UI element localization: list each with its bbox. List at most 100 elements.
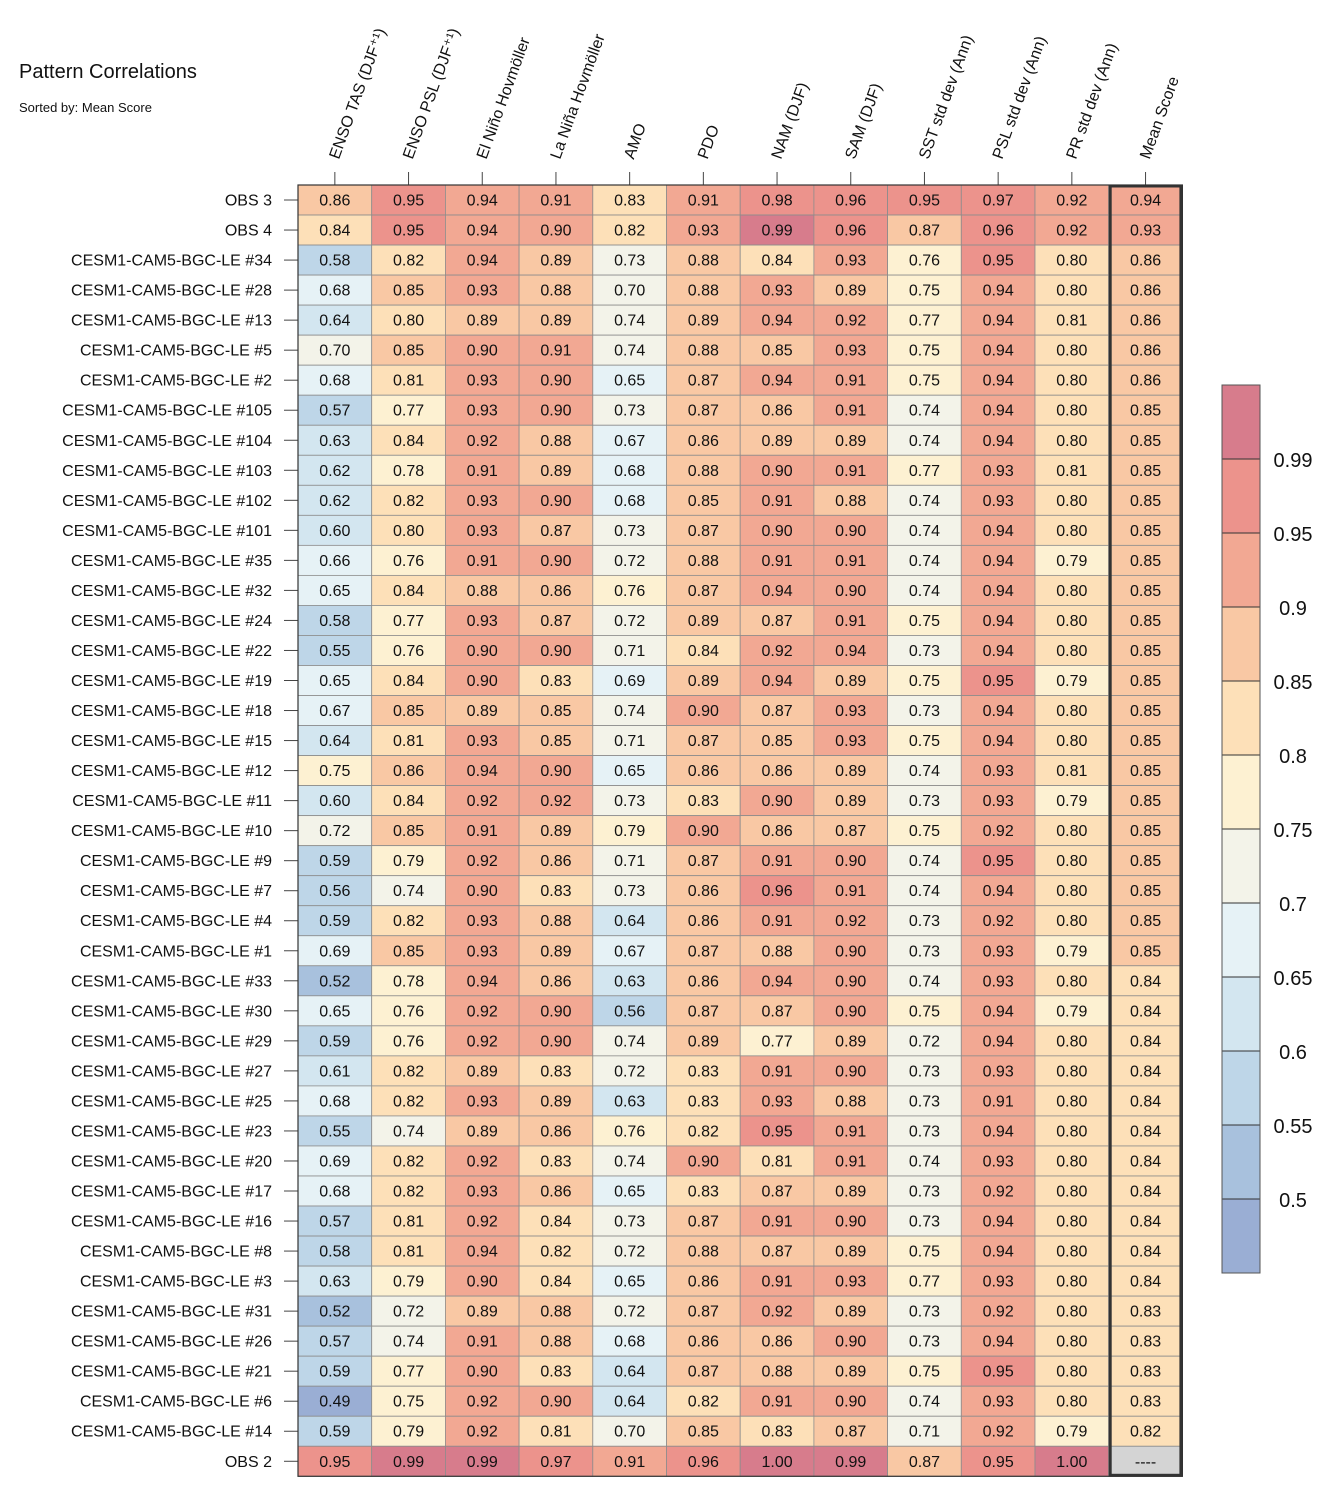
cell-value: 0.65	[614, 1274, 645, 1291]
cell-value: 0.92	[467, 1033, 498, 1050]
row-label: CESM1-CAM5-BGC-LE #15	[71, 733, 272, 750]
heatmap-cell	[960, 905, 1036, 937]
heatmap-cell	[297, 1055, 373, 1087]
cell-value: 0.94	[983, 643, 1014, 660]
cell-value: 0.82	[614, 223, 645, 240]
heatmap-cell	[666, 334, 741, 366]
mean-score-highlight	[1108, 184, 1183, 1477]
heatmap-cell	[739, 1325, 815, 1357]
heatmap-cell	[371, 1055, 446, 1087]
heatmap-cell	[592, 244, 667, 276]
cell-value: 0.86	[688, 913, 719, 930]
row-label: CESM1-CAM5-BGC-LE #27	[71, 1063, 272, 1080]
cell-value: 0.79	[1056, 943, 1087, 960]
heatmap-cell	[518, 755, 594, 787]
cell-value: 0.72	[319, 823, 350, 840]
heatmap-cell	[1034, 635, 1110, 666]
cell-value: 0.84	[1130, 1093, 1161, 1110]
cell-value: 0.87	[761, 1244, 792, 1261]
heatmap-cell	[813, 1085, 889, 1117]
heatmap-cell	[813, 1295, 889, 1327]
cell-value: 0.68	[319, 373, 350, 390]
cell-value: 0.65	[614, 763, 645, 780]
cell-value: 0.89	[835, 283, 866, 300]
cell-value: 0.95	[393, 223, 424, 240]
cell-value: 0.74	[909, 763, 940, 780]
cell-value: 0.94	[761, 673, 792, 690]
cell-value: 0.70	[319, 343, 350, 360]
cell-value: 0.87	[688, 373, 719, 390]
cell-value: 0.92	[467, 1214, 498, 1231]
cell-value: 0.92	[467, 1394, 498, 1411]
cell-value: 0.85	[1130, 613, 1161, 630]
heatmap-cell	[1108, 755, 1183, 787]
cell-value: 0.92	[540, 793, 571, 810]
cell-value: 0.92	[983, 1304, 1014, 1321]
heatmap-cell	[960, 875, 1036, 907]
cell-value: 0.90	[761, 523, 792, 540]
cell-value: 0.80	[1056, 1063, 1087, 1080]
heatmap-cell	[371, 364, 446, 396]
cell-value: 0.61	[319, 1063, 350, 1080]
cell-value: 0.93	[467, 523, 498, 540]
heatmap-cell	[813, 875, 889, 907]
heatmap-cell	[739, 454, 815, 486]
cell-value: 0.64	[614, 1394, 645, 1411]
cell-value: 0.64	[614, 913, 645, 930]
cell-value: 0.91	[835, 1123, 866, 1140]
heatmap-cell	[666, 1115, 741, 1147]
cell-value: 0.85	[1130, 883, 1161, 900]
cell-value: 0.89	[688, 313, 719, 330]
cell-value: 0.93	[983, 493, 1014, 510]
cell-value: 0.89	[835, 763, 866, 780]
cell-value: 0.90	[688, 703, 719, 720]
cell-value: 0.79	[1056, 673, 1087, 690]
cell-value: 0.69	[319, 943, 350, 960]
cell-value: 0.85	[1130, 553, 1161, 570]
cell-value: 0.87	[761, 1184, 792, 1201]
heatmap-cell	[592, 1115, 667, 1147]
cell-value: 0.75	[909, 283, 940, 300]
cell-value: 0.89	[467, 703, 498, 720]
heatmap-cell	[813, 1025, 889, 1057]
heatmap-cell	[739, 965, 815, 997]
cell-value: 0.74	[393, 1123, 424, 1140]
heatmap-cell	[444, 244, 520, 276]
cell-value: 0.80	[1056, 973, 1087, 990]
cell-value: 0.87	[761, 1003, 792, 1020]
heatmap-cell	[592, 214, 667, 246]
cell-value: 0.85	[1130, 583, 1161, 600]
cell-value: 0.86	[1130, 313, 1161, 330]
heatmap-cell	[887, 1145, 962, 1177]
cell-value: 0.90	[467, 1274, 498, 1291]
cell-value: 0.93	[467, 913, 498, 930]
heatmap-cell	[592, 1295, 667, 1327]
cell-value: 0.86	[540, 1123, 571, 1140]
row-label: CESM1-CAM5-BGC-LE #34	[71, 253, 272, 270]
heatmap-cell	[1034, 1055, 1110, 1087]
heatmap-cell	[518, 1055, 594, 1087]
cell-value: 0.80	[1056, 253, 1087, 270]
heatmap-cell	[297, 214, 373, 246]
heatmap-cell	[371, 755, 446, 787]
heatmap-cell	[666, 1445, 741, 1477]
cell-value: 0.81	[540, 1424, 571, 1441]
cell-value: 0.93	[835, 253, 866, 270]
heatmap-cell	[960, 1385, 1036, 1417]
cell-value: 0.94	[983, 883, 1014, 900]
cell-value: 0.64	[319, 313, 350, 330]
cell-value: 0.81	[393, 1214, 424, 1231]
cell-value: 0.74	[909, 433, 940, 450]
cell-value: 0.81	[1056, 763, 1087, 780]
heatmap-cell	[297, 1175, 373, 1207]
cell-value: 0.86	[761, 403, 792, 420]
cell-value: 0.88	[688, 343, 719, 360]
cell-value: 0.94	[983, 1003, 1014, 1020]
heatmap-cell	[666, 1385, 741, 1417]
cell-value: 0.94	[467, 763, 498, 780]
heatmap-cell	[666, 1415, 741, 1447]
heatmap-cell	[813, 665, 889, 696]
cell-value: 0.90	[835, 523, 866, 540]
cell-value: 0.79	[1056, 1424, 1087, 1441]
cell-value: 0.94	[983, 1334, 1014, 1351]
